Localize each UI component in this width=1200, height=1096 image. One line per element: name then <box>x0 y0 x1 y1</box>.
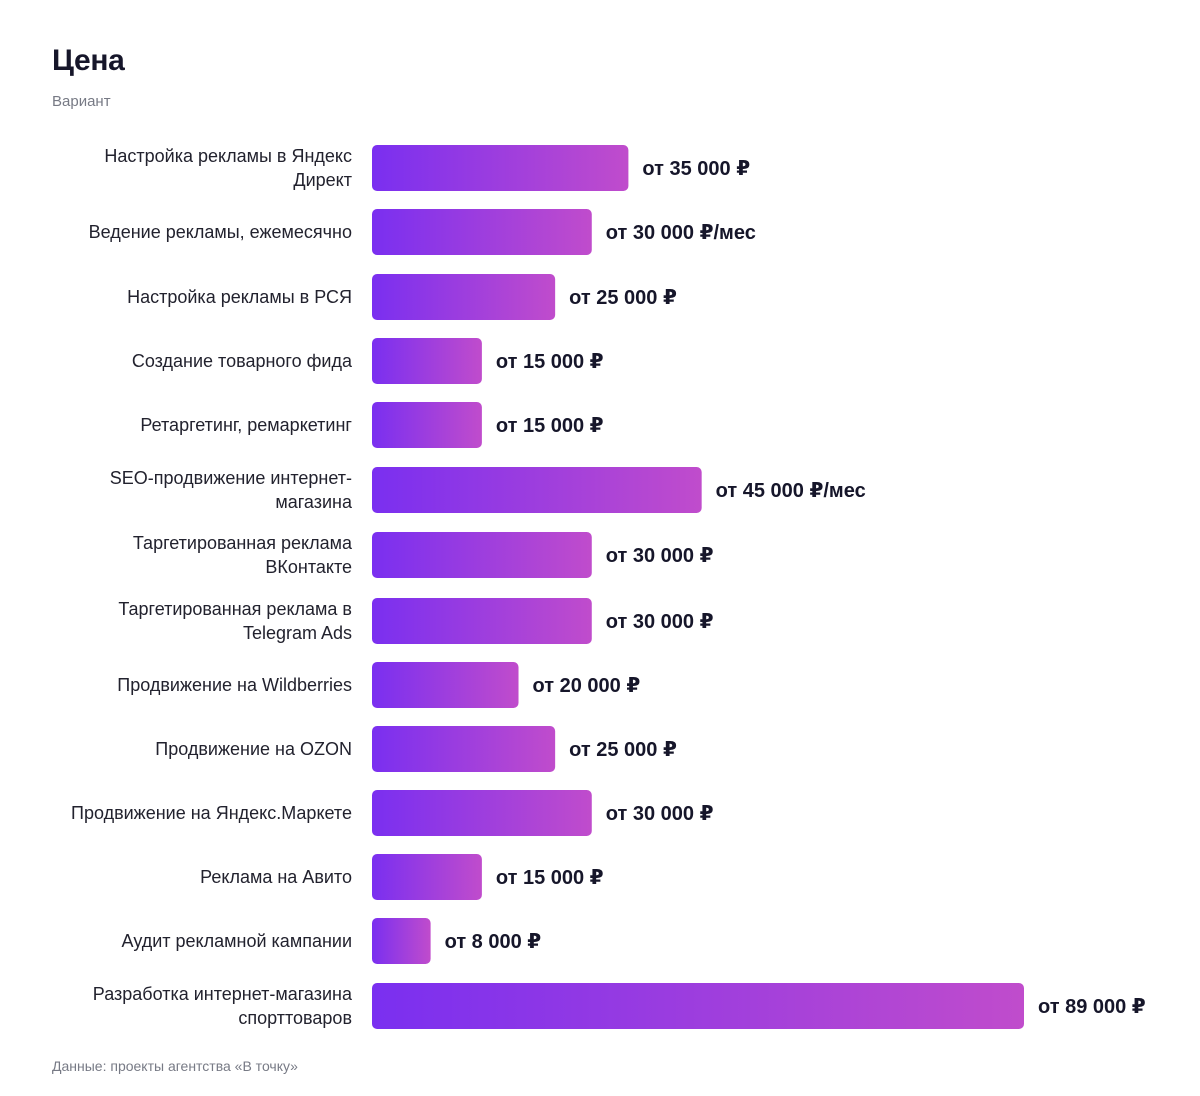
bar <box>372 532 592 578</box>
bar-row: Продвижение на Wildberries от 20 000 ₽ <box>117 662 640 708</box>
bar-row: Настройка рекламы в Яндекс Директ от 35 00… <box>104 145 750 191</box>
bar-row: Продвижение на Яндекс.Маркете от 30 000 ₽ <box>71 790 714 836</box>
bar <box>372 854 482 900</box>
category-label: Аудит рекламной кампании <box>122 931 352 951</box>
category-label: Ретаргетинг, ремаркетинг <box>140 415 352 435</box>
category-label: Таргетированная реклама ВКонтакте <box>133 533 353 577</box>
category-label: Продвижение на Wildberries <box>117 675 352 695</box>
bar <box>372 790 592 836</box>
bar-row: Ретаргетинг, ремаркетинг от 15 000 ₽ <box>140 402 604 448</box>
chart-subtitle: Вариант <box>52 93 111 110</box>
category-label: Таргетированная реклама в Telegram Ads <box>118 599 352 643</box>
value-label: от 45 000 ₽/мес <box>716 480 866 502</box>
bar-row: SEO-продвижение интернет-магазина от 45 0… <box>110 467 866 513</box>
value-label: от 25 000 ₽ <box>569 287 677 309</box>
value-label: от 30 000 ₽ <box>606 611 714 633</box>
bar <box>372 274 556 320</box>
value-label: от 35 000 ₽ <box>642 158 750 180</box>
category-label: Продвижение на OZON <box>155 739 352 759</box>
category-label: Настройка рекламы в Яндекс Директ <box>104 146 352 190</box>
value-label: от 20 000 ₽ <box>533 675 641 697</box>
category-label: Создание товарного фида <box>132 351 353 371</box>
bar <box>372 918 431 964</box>
bar <box>372 145 629 191</box>
category-label: Продвижение на Яндекс.Маркете <box>71 803 352 823</box>
bar <box>372 402 482 448</box>
category-label: Настройка рекламы в РСЯ <box>127 287 352 307</box>
value-label: от 25 000 ₽ <box>569 739 677 761</box>
bar <box>372 338 482 384</box>
value-label: от 15 000 ₽ <box>496 867 604 889</box>
value-label: от 89 000 ₽ <box>1038 996 1146 1018</box>
chart-source-note: Данные: проекты агентства «В точку» <box>52 1058 298 1074</box>
bar <box>372 662 519 708</box>
chart-title: Цена <box>52 44 125 77</box>
bar-row: Продвижение на OZON от 25 000 ₽ <box>155 726 677 772</box>
category-label: Реклама на Авито <box>200 867 352 887</box>
category-label: Разработка интернет-магазина спорттоваров <box>93 984 353 1028</box>
bar-row: Аудит рекламной кампании от 8 000 ₽ <box>122 918 542 964</box>
bar <box>372 209 592 255</box>
value-label: от 30 000 ₽ <box>606 545 714 567</box>
bar-row: Таргетированная реклама ВКонтакте от 30 00… <box>133 532 714 578</box>
value-label: от 30 000 ₽ <box>606 803 714 825</box>
bar <box>372 726 556 772</box>
bar-row: Создание товарного фида от 15 000 ₽ <box>132 338 604 384</box>
value-label: от 15 000 ₽ <box>496 351 604 373</box>
bar <box>372 598 592 644</box>
bar <box>372 467 702 513</box>
bar-row: Настройка рекламы в РСЯ от 25 000 ₽ <box>127 274 677 320</box>
value-label: от 30 000 ₽/мес <box>606 222 756 244</box>
value-label: от 15 000 ₽ <box>496 415 604 437</box>
bar-row: Ведение рекламы, ежемесячно от 30 000 ₽/м… <box>89 209 756 255</box>
bar-row: Разработка интернет-магазина спорттоваров… <box>93 983 1146 1029</box>
bar <box>372 983 1024 1029</box>
bar-row: Реклама на Авито от 15 000 ₽ <box>200 854 604 900</box>
category-label: SEO-продвижение интернет-магазина <box>110 468 353 512</box>
category-label: Ведение рекламы, ежемесячно <box>89 222 352 242</box>
value-label: от 8 000 ₽ <box>445 931 542 953</box>
bar-row: Таргетированная реклама в Telegram Ads от … <box>118 598 714 644</box>
